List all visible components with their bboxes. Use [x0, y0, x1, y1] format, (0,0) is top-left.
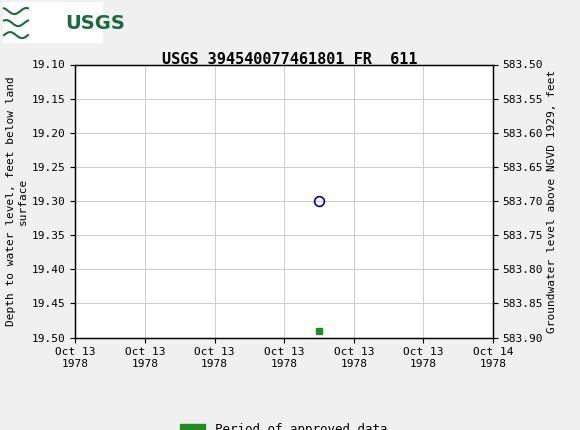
Text: USGS 394540077461801 FR  611: USGS 394540077461801 FR 611	[162, 52, 418, 67]
Legend: Period of approved data: Period of approved data	[176, 418, 393, 430]
Y-axis label: Depth to water level, feet below land
surface: Depth to water level, feet below land su…	[6, 76, 28, 326]
Text: USGS: USGS	[65, 14, 125, 33]
Y-axis label: Groundwater level above NGVD 1929, feet: Groundwater level above NGVD 1929, feet	[548, 69, 557, 333]
Bar	[3, 2, 103, 43]
